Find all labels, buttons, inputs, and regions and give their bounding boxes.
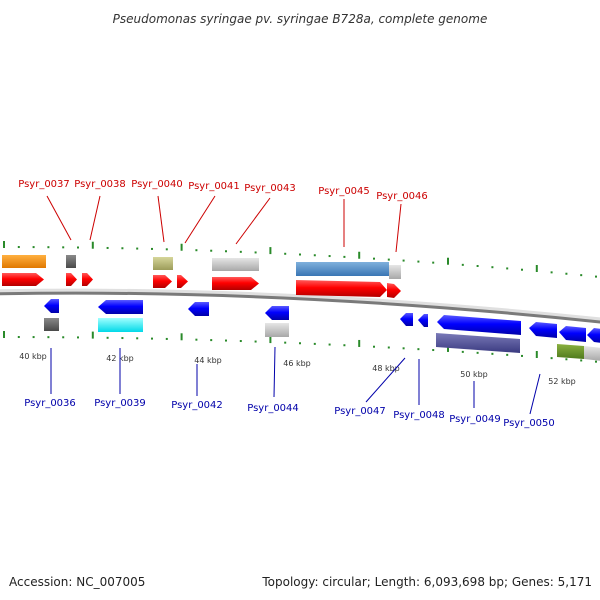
gene-box — [557, 344, 584, 359]
gene-box — [66, 255, 76, 268]
scale-label: 50 kbp — [460, 370, 488, 379]
inner-tick-row — [3, 331, 597, 363]
gene-label-psyr-0041[interactable]: Psyr_0041 — [188, 181, 240, 192]
scale-labels: 40 kbp 42 kbp 44 kbp 46 kbp 48 kbp 50 kb… — [19, 352, 576, 386]
gene-label-psyr-0050[interactable]: Psyr_0050 — [503, 418, 555, 429]
forward-gene-arrow — [296, 280, 387, 297]
gene-label-psyr-0037[interactable]: Psyr_0037 — [18, 179, 70, 190]
reverse-gene-arrow — [400, 313, 413, 326]
gene-box — [212, 258, 259, 271]
accession-text: Accession: NC_007005 — [9, 575, 145, 589]
reverse-gene-arrow — [188, 302, 209, 316]
gene-label-psyr-0048[interactable]: Psyr_0048 — [393, 410, 445, 421]
forward-gene-arrow — [2, 273, 44, 286]
reverse-gene-arrow — [98, 300, 143, 314]
gene-label-psyr-0042[interactable]: Psyr_0042 — [171, 400, 223, 411]
forward-gene-arrow — [212, 277, 259, 290]
gene-box — [2, 255, 46, 268]
scale-label: 46 kbp — [283, 359, 311, 368]
gene-label-psyr-0040[interactable]: Psyr_0040 — [131, 179, 183, 190]
forward-gene-arrow — [153, 275, 172, 288]
gene-box — [153, 257, 173, 270]
gene-box — [265, 323, 289, 337]
reverse-gene-arrow — [587, 328, 600, 343]
forward-gene-labels: Psyr_0037 Psyr_0038 Psyr_0040 Psyr_0041 … — [18, 179, 428, 253]
gene-box — [98, 318, 143, 332]
forward-cog-track — [2, 255, 401, 279]
gene-label-psyr-0044[interactable]: Psyr_0044 — [247, 403, 299, 414]
scale-label: 44 kbp — [194, 356, 222, 365]
reverse-gene-arrow — [418, 314, 428, 327]
gene-box — [389, 265, 401, 279]
forward-gene-arrow — [82, 273, 93, 286]
gene-box — [584, 346, 600, 361]
reverse-gene-track — [44, 299, 600, 343]
reverse-gene-arrow — [529, 322, 557, 338]
reverse-gene-arrow — [437, 315, 521, 335]
gene-label-psyr-0045[interactable]: Psyr_0045 — [318, 186, 370, 197]
forward-gene-arrow — [387, 283, 401, 298]
gene-label-psyr-0036[interactable]: Psyr_0036 — [24, 398, 76, 409]
gene-label-psyr-0043[interactable]: Psyr_0043 — [244, 183, 296, 194]
reverse-gene-arrow — [265, 306, 289, 320]
forward-gene-track — [2, 273, 401, 298]
reverse-gene-arrow — [44, 299, 59, 313]
genome-backbone — [0, 288, 600, 323]
gene-box — [44, 318, 59, 331]
gene-label-psyr-0047[interactable]: Psyr_0047 — [334, 406, 386, 417]
forward-gene-arrow — [177, 275, 188, 288]
scale-label: 52 kbp — [548, 377, 576, 386]
reverse-gene-arrow — [559, 326, 586, 342]
reverse-cog-track — [44, 318, 600, 361]
gene-label-psyr-0039[interactable]: Psyr_0039 — [94, 398, 146, 409]
gene-label-psyr-0049[interactable]: Psyr_0049 — [449, 414, 501, 425]
gene-label-psyr-0046[interactable]: Psyr_0046 — [376, 191, 428, 202]
topology-text: Topology: circular; Length: 6,093,698 bp… — [261, 575, 592, 589]
outer-tick-row — [3, 241, 597, 278]
gene-box — [436, 333, 520, 353]
reverse-gene-labels: Psyr_0036 Psyr_0039 Psyr_0042 Psyr_0044 … — [24, 346, 555, 429]
genome-backbone-shade — [0, 291, 600, 324]
gene-box — [296, 262, 389, 276]
forward-gene-arrow — [66, 273, 77, 286]
gene-label-psyr-0038[interactable]: Psyr_0038 — [74, 179, 126, 190]
scale-label: 48 kbp — [372, 364, 400, 373]
map-title: Pseudomonas syringae pv. syringae B728a,… — [113, 12, 488, 26]
scale-label: 40 kbp — [19, 352, 47, 361]
